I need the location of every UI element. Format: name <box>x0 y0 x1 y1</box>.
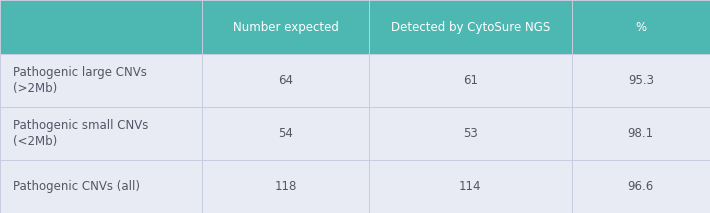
Bar <box>202 0 369 54</box>
Bar <box>369 160 572 213</box>
Bar <box>369 0 572 54</box>
Text: 96.6: 96.6 <box>628 180 654 193</box>
Text: 98.1: 98.1 <box>628 127 654 140</box>
Text: 64: 64 <box>278 74 293 87</box>
Text: 61: 61 <box>463 74 478 87</box>
Text: 118: 118 <box>275 180 297 193</box>
Text: 114: 114 <box>459 180 481 193</box>
Text: Pathogenic large CNVs
(>2Mb): Pathogenic large CNVs (>2Mb) <box>13 66 147 95</box>
Bar <box>369 107 572 160</box>
Bar <box>0 160 202 213</box>
Text: Pathogenic CNVs (all): Pathogenic CNVs (all) <box>13 180 140 193</box>
Text: %: % <box>635 21 646 34</box>
Text: Pathogenic small CNVs
(<2Mb): Pathogenic small CNVs (<2Mb) <box>13 119 148 148</box>
Bar <box>0 54 202 107</box>
Bar <box>0 0 202 54</box>
Text: Number expected: Number expected <box>233 21 339 34</box>
Text: Detected by CytoSure NGS: Detected by CytoSure NGS <box>391 21 550 34</box>
Bar <box>202 160 369 213</box>
Bar <box>0 107 202 160</box>
Text: 95.3: 95.3 <box>628 74 654 87</box>
Bar <box>369 54 572 107</box>
Text: 54: 54 <box>278 127 293 140</box>
Bar <box>202 107 369 160</box>
Bar <box>202 54 369 107</box>
Text: 53: 53 <box>463 127 478 140</box>
Bar <box>572 160 710 213</box>
Bar <box>572 54 710 107</box>
Bar <box>572 107 710 160</box>
Bar <box>572 0 710 54</box>
